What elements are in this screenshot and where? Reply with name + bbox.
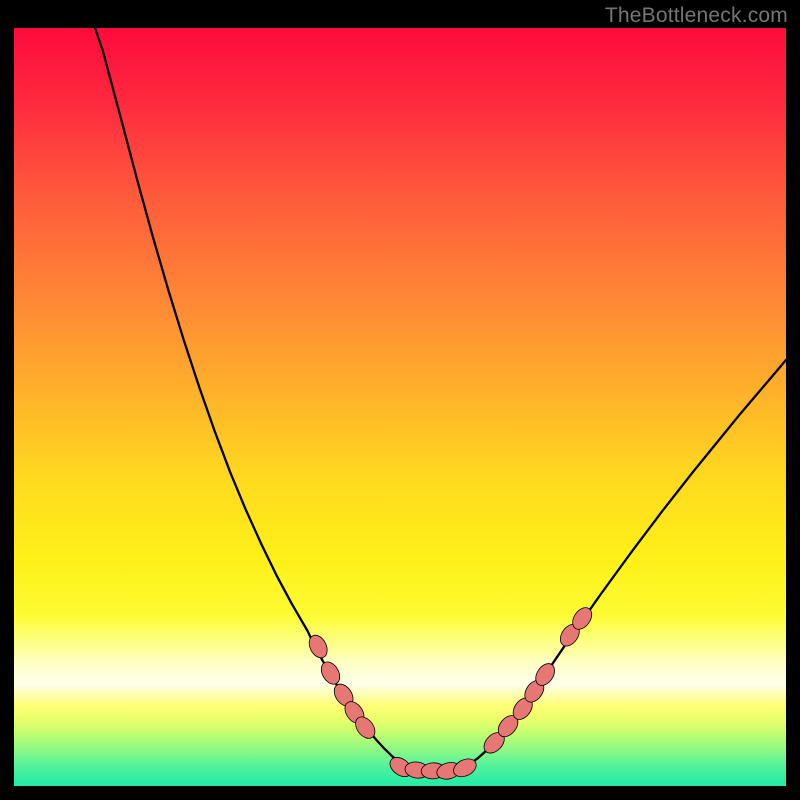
bottleneck-chart xyxy=(0,0,800,800)
gradient-background xyxy=(14,28,786,786)
watermark-label: TheBottleneck.com xyxy=(605,4,788,28)
figure-frame: TheBottleneck.com xyxy=(0,0,800,800)
